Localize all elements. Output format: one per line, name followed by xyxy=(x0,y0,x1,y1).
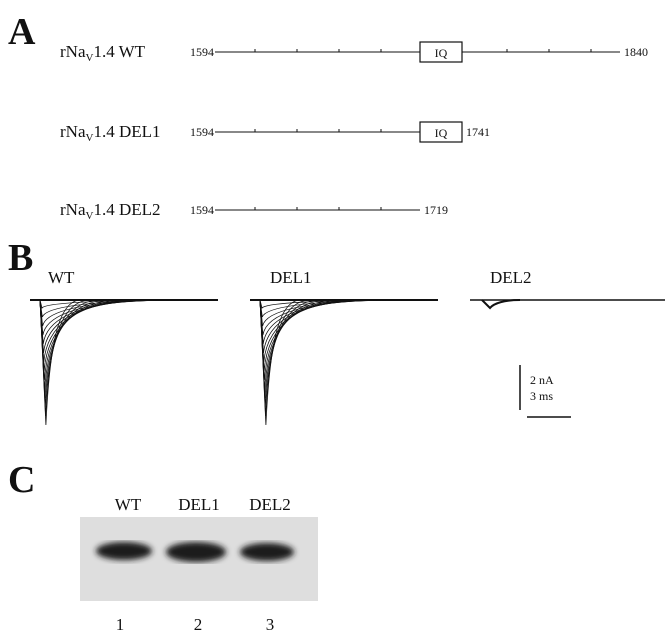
scale-label: 3 ms xyxy=(530,389,553,403)
name-subscript: V xyxy=(85,210,93,222)
end-residue: 1741 xyxy=(466,125,490,139)
current-traces xyxy=(30,300,665,425)
name-subscript: V xyxy=(85,52,93,64)
band xyxy=(240,543,294,561)
figure: A B C rNaV1.4 WT1594IQ1840rNaV1.4 DEL115… xyxy=(0,0,665,635)
trace xyxy=(40,300,139,371)
lane-number: 1 xyxy=(116,615,125,634)
lane-label: WT xyxy=(115,495,142,514)
construct-name: rNaV1.4 DEL2 xyxy=(60,200,160,222)
lane-label: DEL2 xyxy=(249,495,291,514)
start-residue: 1594 xyxy=(190,125,214,139)
panel-letter: B xyxy=(8,237,33,279)
trace-label: DEL2 xyxy=(490,268,532,287)
lane-number: 3 xyxy=(266,615,275,634)
panel-letter: C xyxy=(8,459,35,501)
name-prefix: rNa xyxy=(60,200,86,219)
start-residue: 1594 xyxy=(190,45,214,59)
blot-bands xyxy=(96,542,294,562)
band xyxy=(96,542,152,560)
end-residue: 1840 xyxy=(624,45,648,59)
construct-name: rNaV1.4 DEL1 xyxy=(60,122,160,144)
trace xyxy=(40,300,129,380)
name-suffix: 1.4 DEL2 xyxy=(93,200,160,219)
trace-label: DEL1 xyxy=(270,268,312,287)
end-residue: 1719 xyxy=(424,203,448,217)
name-subscript: V xyxy=(85,132,93,144)
name-prefix: rNa xyxy=(60,42,86,61)
domain-label: IQ xyxy=(435,126,448,140)
construct-name: rNaV1.4 WT xyxy=(60,42,146,64)
trace xyxy=(482,300,520,308)
name-prefix: rNa xyxy=(60,122,86,141)
trace-label: WT xyxy=(48,268,75,287)
lane-label: DEL1 xyxy=(178,495,220,514)
name-suffix: 1.4 DEL1 xyxy=(93,122,160,141)
trace xyxy=(260,300,359,371)
lane-number: 2 xyxy=(194,615,203,634)
trace xyxy=(260,300,349,380)
panel-letter: A xyxy=(8,11,36,53)
start-residue: 1594 xyxy=(190,203,214,217)
domain-label: IQ xyxy=(435,46,448,60)
band xyxy=(166,542,226,562)
name-suffix: 1.4 WT xyxy=(93,42,145,61)
scale-label: 2 nA xyxy=(530,373,554,387)
